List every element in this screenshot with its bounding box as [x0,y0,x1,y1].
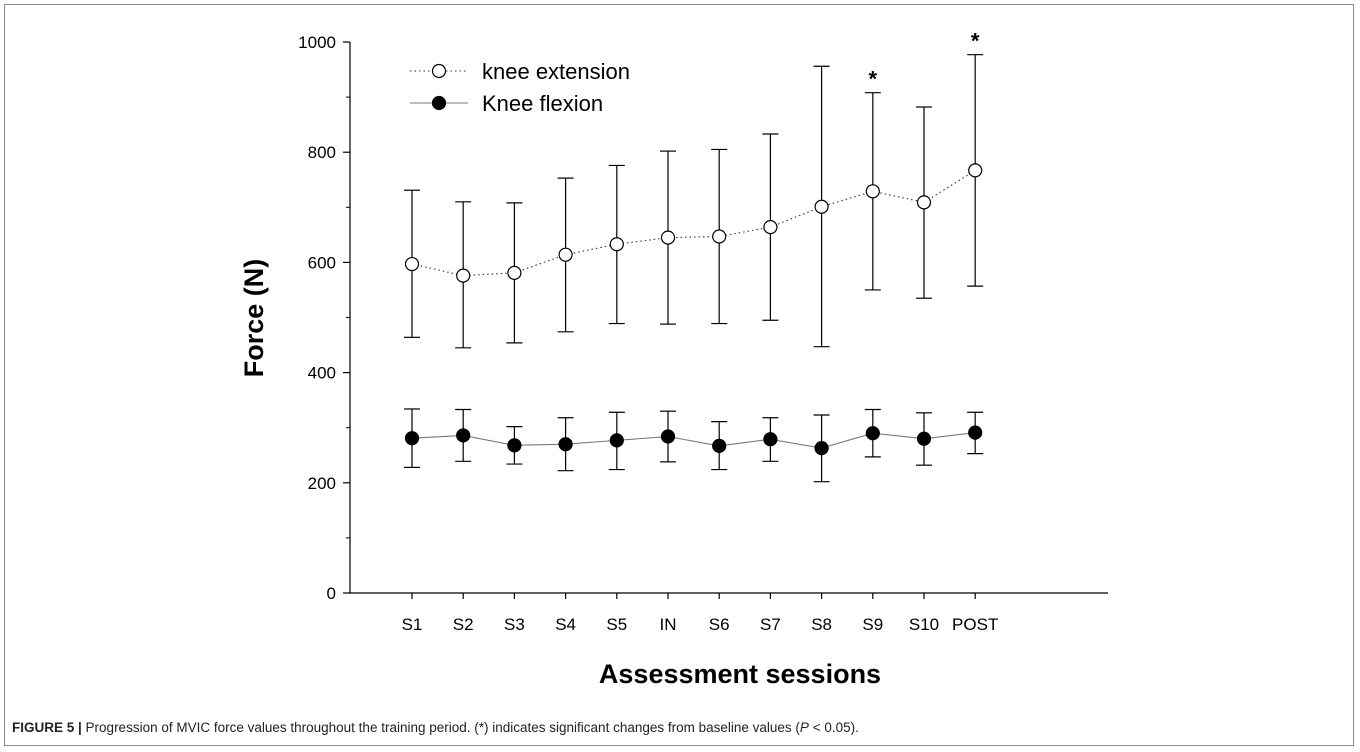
data-point [764,433,777,446]
x-tick-label: S6 [709,615,730,634]
data-point [508,266,521,279]
significance-marker: * [971,29,980,54]
data-point [559,248,572,261]
figure-caption: FIGURE 5 | Progression of MVIC force val… [12,720,859,735]
x-tick-label: S10 [909,615,939,634]
legend-marker [433,65,446,78]
data-point [662,430,675,443]
y-tick-label: 1000 [298,33,336,52]
series-line [412,433,975,448]
data-point [508,439,521,452]
y-tick-label: 800 [308,143,336,162]
data-point [815,200,828,213]
legend-label: Knee flexion [482,91,603,116]
x-tick-label: S9 [862,615,883,634]
caption-p-symbol: P [800,720,809,735]
legend-label: knee extension [482,59,630,84]
x-tick-label: S2 [453,615,474,634]
x-tick-label: S7 [760,615,781,634]
data-point [918,196,931,209]
axes: 0 200 400 600 800 1000 S1 S2 S3 S4 S5 IN S6 S7 S8 S9 S10… [298,33,1108,634]
data-point [610,238,623,251]
legend-marker [433,97,446,110]
x-tick-label: POST [952,615,998,634]
y-tick-label: 400 [308,364,336,383]
data-point [918,432,931,445]
data-point [457,429,470,442]
x-tick-label: S4 [555,615,576,634]
caption-label: FIGURE 5 | [12,720,82,735]
legend: knee extension Knee flexion [410,59,630,116]
caption-text-before: Progression of MVIC force values through… [82,720,800,735]
data-point [662,231,675,244]
series-2 [404,409,983,482]
data-point [866,427,879,440]
x-tick-label: IN [660,615,677,634]
data-point [406,258,419,271]
significance-marker: * [869,67,878,92]
data-point [457,269,470,282]
x-tick-label: S8 [811,615,832,634]
series-line [412,170,975,275]
x-axis-title: Assessment sessions [599,659,881,689]
data-point [866,185,879,198]
data-point [713,230,726,243]
data-point [713,439,726,452]
y-axis-title: Force (N) [239,259,269,378]
y-tick-label: 200 [308,474,336,493]
caption-text-after: < 0.05). [809,720,859,735]
x-tick-label: S1 [402,615,423,634]
data-point [969,164,982,177]
data-point [815,442,828,455]
y-tick-label: 0 [327,584,336,603]
data-point [406,432,419,445]
x-tick-label: S3 [504,615,525,634]
x-tick-label: S5 [606,615,627,634]
data-point [764,221,777,234]
y-tick-label: 600 [308,253,336,272]
data-point [559,438,572,451]
data-point [969,426,982,439]
data-point [610,434,623,447]
